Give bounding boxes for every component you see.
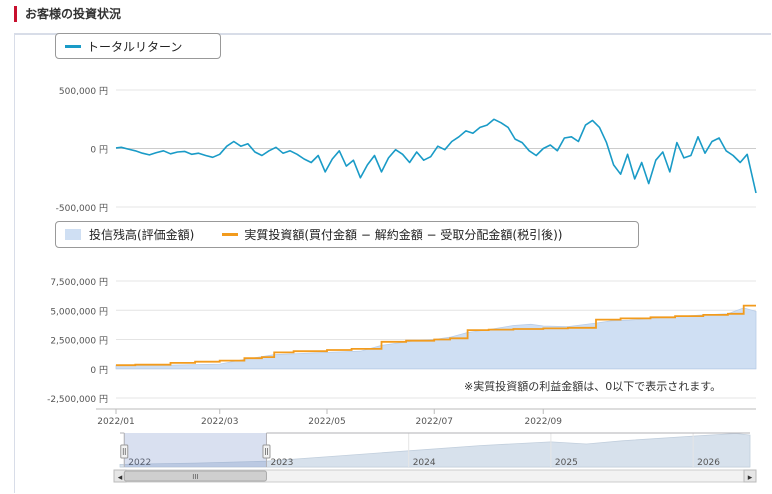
- scrollbar-grip-icon: III: [192, 473, 198, 481]
- navigator-handle-right[interactable]: [262, 444, 271, 459]
- invested-swatch: [222, 233, 239, 236]
- total-return-swatch: [65, 44, 81, 48]
- balance-swatch: [65, 229, 81, 240]
- scrollbar-right-button[interactable]: [743, 469, 757, 483]
- navigator-year-label: 2023: [270, 458, 293, 468]
- chart-frame: [14, 33, 771, 493]
- navigator-year-label: 2022: [128, 458, 151, 468]
- return-legend: トータルリターン: [55, 33, 221, 59]
- legend-label-total-return: トータルリターン: [87, 39, 183, 54]
- scrollbar-thumb[interactable]: [123, 470, 267, 482]
- navigator-selection: [124, 433, 267, 467]
- scroll-right-arrow-icon: ▸: [748, 473, 753, 483]
- navigator-year-label: 2026: [697, 458, 720, 468]
- balance-legend: 投信残高(評価金額) 実質投資額(買付金額 − 解約金額 − 受取分配金額(税引…: [55, 221, 639, 248]
- legend-item-balance[interactable]: 投信残高(評価金額): [65, 226, 194, 243]
- navigator-year-label: 2024: [413, 458, 436, 468]
- section-title: お客様の投資状況: [14, 6, 121, 22]
- navigator-year-label: 2025: [555, 458, 578, 468]
- legend-label-balance: 投信残高(評価金額): [89, 228, 195, 242]
- navigator-handle-left[interactable]: [120, 444, 129, 459]
- legend-item-total-return[interactable]: トータルリターン: [65, 38, 182, 55]
- scroll-left-arrow-icon: ◂: [118, 473, 123, 483]
- legend-item-invested[interactable]: 実質投資額(買付金額 − 解約金額 − 受取分配金額(税引後)): [222, 226, 562, 243]
- chart-note: ※実質投資額の利益金額は、0以下で表示されます。: [464, 380, 722, 393]
- legend-label-invested: 実質投資額(買付金額 − 解約金額 − 受取分配金額(税引後)): [244, 228, 563, 242]
